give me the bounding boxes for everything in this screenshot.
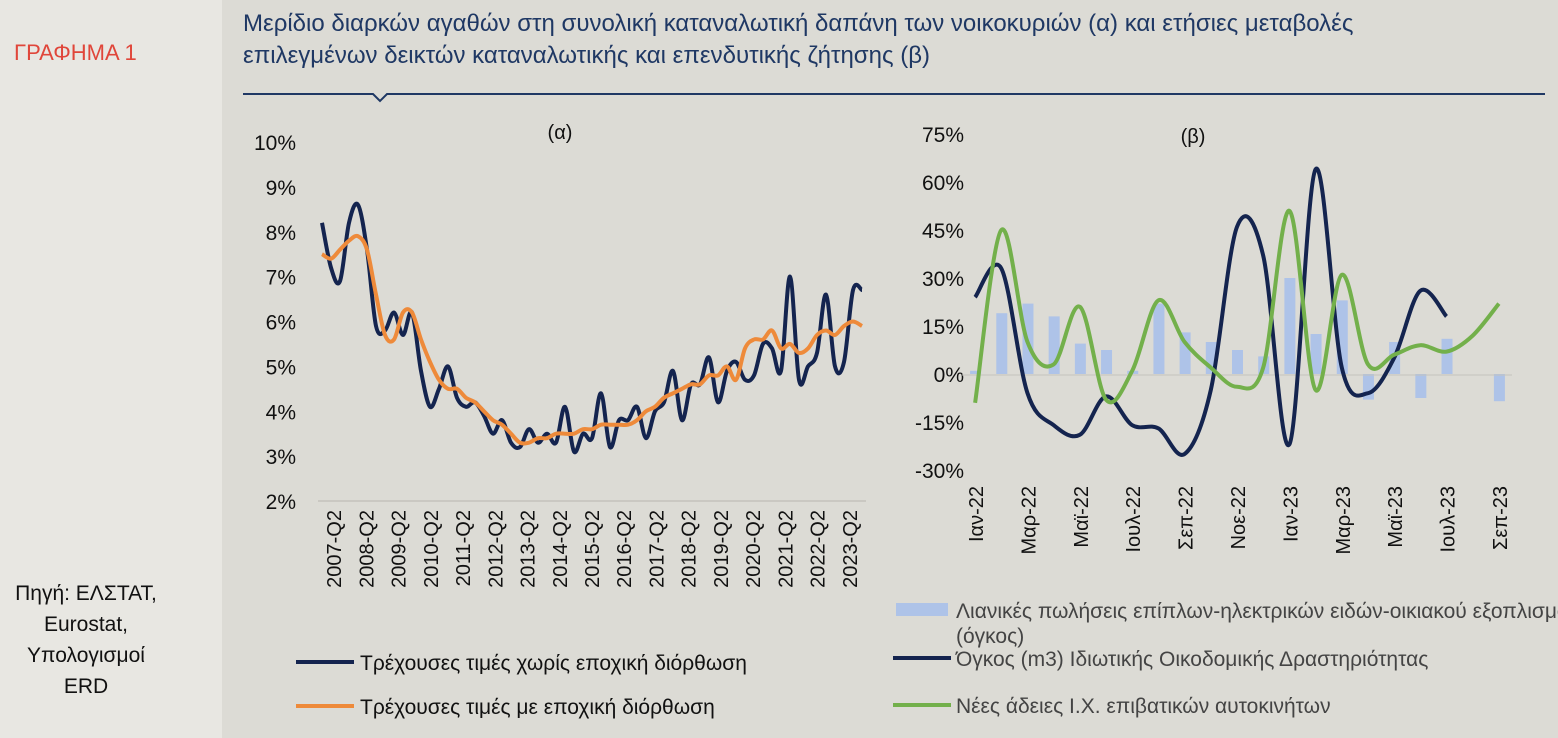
series-line-new-car-registrations <box>973 208 1501 405</box>
chart-a-x-tick: 2022-Q2 <box>808 510 830 588</box>
chart-title-line: Μερίδιο διαρκών αγαθών στη συνολική κατα… <box>243 10 1354 37</box>
retail-sales-bar <box>1101 350 1113 374</box>
figure-label: ΓΡΑΦΗΜΑ 1 <box>14 40 137 65</box>
chart-a-y-tick: 7% <box>266 267 296 290</box>
retail-sales-bar <box>1153 303 1165 374</box>
sidebar <box>0 0 195 738</box>
chart-b-y-tick: 30% <box>922 268 964 291</box>
chart-b-x-tick: Μαρ-22 <box>1018 486 1040 555</box>
source-note: Πηγή: ΕΛΣΤΑΤ, Eurostat, Υπολογισμοί ERD <box>0 578 172 702</box>
chart-b-y-tick: 0% <box>934 364 964 387</box>
legend-label-a-navy: Τρέχουσες τιμές χωρίς εποχική διόρθωση <box>360 652 747 675</box>
legend-label-b-bar: Λιανικές πωλήσεις επίπλων-ηλεκτρικών ειδ… <box>956 600 1558 648</box>
source-line: Υπολογισμοί <box>27 644 145 667</box>
chart-a-x-tick: 2015-Q2 <box>582 510 604 588</box>
chart-b-x-tick: Σεπ-22 <box>1176 486 1198 550</box>
legend-swatch-b-bar <box>896 603 948 616</box>
retail-sales-bar <box>1074 343 1086 374</box>
retail-sales-bar <box>1441 338 1453 374</box>
chart-a-x-tick: 2011-Q2 <box>453 510 475 586</box>
retail-sales-bar <box>1179 332 1191 374</box>
chart-a-y-tick: 10% <box>254 132 296 155</box>
series-line-seasonally-adjusted <box>320 233 864 446</box>
chart-b-x-tick: Μαϊ-23 <box>1385 486 1407 548</box>
chart-b-title: (β) <box>1181 126 1206 148</box>
chart-b-y-tick: -30% <box>915 460 964 483</box>
chart-a-y-tick: 4% <box>266 401 296 424</box>
chart-a-x-tick: 2020-Q2 <box>743 510 765 588</box>
retail-sales-bar <box>1205 342 1217 374</box>
chart-a-y-tick: 9% <box>266 177 296 200</box>
chart-title-line: επιλεγμένων δεικτών καταναλωτικής και επ… <box>243 42 930 69</box>
legend-label-b-green: Νέες άδειες Ι.Χ. επιβατικών αυτοκινήτων <box>956 695 1331 718</box>
chart-a-x-tick: 2017-Q2 <box>646 510 668 588</box>
legend-label-b-navy: Όγκος (m3) Ιδιωτικής Οικοδομικής Δραστηρ… <box>955 648 1428 671</box>
chart-a-x-tick: 2021-Q2 <box>775 510 797 588</box>
title-divider <box>243 93 1545 103</box>
chart-a-x-tick: 2012-Q2 <box>485 510 507 588</box>
retail-sales-bar <box>1232 350 1243 374</box>
chart-b-x-tick: Σεπ-23 <box>1490 486 1512 550</box>
chart-a-y-tick: 3% <box>266 446 296 469</box>
retail-sales-bar <box>1362 374 1374 400</box>
chart-a-x-tick: 2007-Q2 <box>324 510 346 588</box>
chart-a-x-tick: 2018-Q2 <box>679 510 701 588</box>
retail-sales-bar <box>970 370 982 374</box>
chart-b-y-tick: 60% <box>922 172 964 195</box>
chart-a-y-tick: 2% <box>266 491 296 514</box>
chart-b-x-tick: Μαρ-23 <box>1333 486 1355 555</box>
chart-title: Μερίδιο διαρκών αγαθών στη συνολική κατα… <box>243 8 1553 72</box>
chart-b-x-tick: Νοε-22 <box>1228 486 1250 549</box>
chart-a-x-tick: 2013-Q2 <box>518 510 540 588</box>
chart-b-y-tick: 15% <box>922 316 964 339</box>
chart-a-y-tick: 8% <box>266 222 296 245</box>
chart-a-y-tick: 5% <box>266 356 296 379</box>
series-line-construction-volume <box>973 166 1449 457</box>
chart-b-y-tick: 75% <box>922 124 964 147</box>
chart-a-x-tick: 2008-Q2 <box>356 510 378 588</box>
chart-a-x-tick: 2010-Q2 <box>421 510 443 588</box>
retail-sales-bar <box>1048 316 1060 374</box>
source-line: ERD <box>63 675 109 698</box>
retail-sales-bar <box>1310 334 1322 374</box>
chart-b-x-tick: Ιουλ-22 <box>1123 486 1145 553</box>
retail-sales-bar <box>1284 278 1296 374</box>
chart-a-x-tick: 2016-Q2 <box>614 510 636 588</box>
chart-a-x-tick: 2019-Q2 <box>711 510 733 588</box>
series-line-unadjusted <box>320 201 864 455</box>
retail-sales-bar <box>1415 374 1427 398</box>
retail-sales-bar <box>1336 300 1348 374</box>
chart-b-x-tick: Ιαν-22 <box>966 486 988 542</box>
chart-a-x-tick: 2014-Q2 <box>550 510 572 588</box>
chart-a-x-tick: 2023-Q2 <box>840 510 862 588</box>
retail-sales-bar <box>1493 374 1505 402</box>
chart-a-y-tick: 6% <box>266 312 296 335</box>
source-line: Πηγή: ΕΛΣΤΑΤ, <box>15 582 157 605</box>
chart-a-x-tick: 2009-Q2 <box>389 510 411 588</box>
chart-b-x-tick: Μαϊ-22 <box>1071 486 1093 548</box>
chart-b-x-tick: Ιαν-23 <box>1280 486 1302 542</box>
chart-b-x-tick: Ιουλ-23 <box>1438 486 1460 553</box>
legend-label-a-orange: Τρέχουσες τιμές με εποχική διόρθωση <box>360 696 715 719</box>
chart-b-y-tick: -15% <box>915 412 964 435</box>
source-line: Eurostat, <box>43 613 129 636</box>
chart-b-y-tick: 45% <box>922 220 964 243</box>
chart-a-title: (α) <box>548 122 573 144</box>
retail-sales-bar <box>996 313 1008 374</box>
